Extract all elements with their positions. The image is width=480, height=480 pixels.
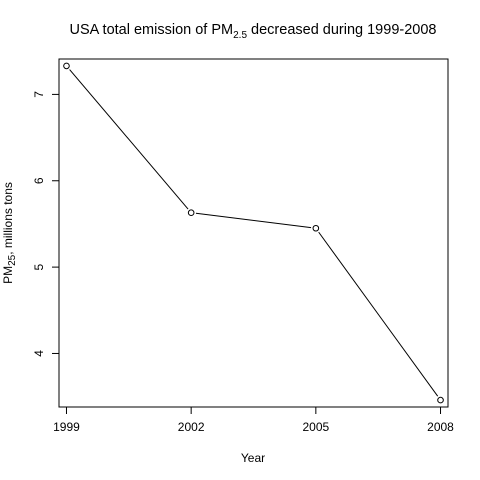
- y-axis-label-prefix: PM: [1, 266, 15, 284]
- data-point-2002: [187, 209, 195, 217]
- y-axis-label-suffix: , millions tons: [1, 182, 15, 255]
- y-axis-label: PM25, millions tons: [1, 182, 18, 284]
- series-total-emission: [63, 62, 444, 404]
- x-tick-label-1999: 1999: [53, 420, 80, 434]
- x-axis-label: Year: [241, 451, 265, 465]
- x-axis: 1999 2002 2005 2008: [53, 407, 454, 434]
- series-segment-2005-2008: [318, 231, 439, 397]
- series-segment-2002-2005: [195, 212, 312, 229]
- series-segment-1999-2002: [69, 69, 189, 210]
- plot-frame: [58, 58, 449, 408]
- chart-title: USA total emission of PM2.5 decreased du…: [70, 22, 437, 41]
- x-tick-label-2002: 2002: [178, 420, 205, 434]
- chart-title-prefix: USA total emission of PM: [70, 22, 234, 38]
- chart-title-suffix: decreased during 1999-2008: [247, 22, 436, 38]
- y-tick-label-5: 5: [32, 263, 46, 270]
- chart-title-subscript: 2.5: [233, 30, 247, 41]
- y-tick-label-6: 6: [32, 177, 46, 184]
- y-axis: 4 5 6 7: [32, 91, 59, 357]
- y-axis-label-subscript: 25: [7, 254, 18, 266]
- x-tick-label-2005: 2005: [302, 420, 329, 434]
- data-point-2005: [312, 224, 320, 232]
- y-tick-label-7: 7: [32, 91, 46, 98]
- y-tick-label-4: 4: [32, 350, 46, 357]
- x-tick-label-2008: 2008: [427, 420, 454, 434]
- data-point-2008: [437, 396, 444, 404]
- data-point-1999: [63, 62, 70, 70]
